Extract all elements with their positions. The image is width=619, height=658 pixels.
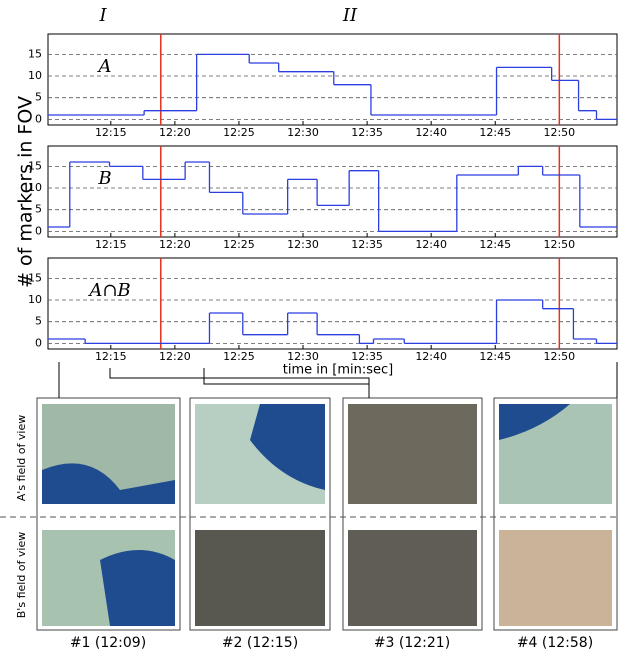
y-tick-label: 15 [28, 47, 42, 60]
x-tick-label: 12:20 [159, 238, 191, 251]
x-tick-label: 12:25 [223, 350, 255, 363]
x-tick-label: 12:15 [95, 238, 127, 251]
row-label: B's field of view [15, 532, 28, 618]
x-tick-label: 12:20 [159, 126, 191, 139]
x-tick-label: 12:35 [351, 126, 383, 139]
caption: #1 (12:09) [70, 635, 146, 651]
y-tick-label: 0 [35, 112, 42, 125]
x-tick-label: 12:40 [415, 350, 447, 363]
photo [195, 530, 325, 626]
x-tick-label: 12:40 [415, 126, 447, 139]
y-tick-label: 0 [35, 224, 42, 237]
photo-grid [0, 362, 619, 630]
x-tick-label: 12:25 [223, 238, 255, 251]
x-tick-label: 12:25 [223, 126, 255, 139]
x-tick-label: 12:35 [351, 238, 383, 251]
caption: #2 (12:15) [222, 635, 298, 651]
y-tick-label: 5 [35, 315, 42, 328]
y-tick-label: 10 [28, 181, 42, 194]
x-tick-label: 12:40 [415, 238, 447, 251]
panel-label: B [97, 168, 111, 189]
period-label: I [98, 5, 107, 26]
x-tick-label: 12:45 [479, 126, 511, 139]
plot-frame [48, 34, 617, 125]
x-tick-label: 12:30 [287, 126, 319, 139]
x-tick-label: 12:35 [351, 350, 383, 363]
y-tick-label: 5 [35, 203, 42, 216]
x-tick-label: 12:50 [543, 238, 575, 251]
photo-detail [100, 550, 175, 626]
y-tick-label: 10 [28, 69, 42, 82]
x-tick-label: 12:30 [287, 350, 319, 363]
y-tick-label: 5 [35, 91, 42, 104]
caption: #4 (12:58) [517, 635, 593, 651]
x-axis-label: time in [min:sec] [283, 363, 393, 378]
x-tick-label: 12:50 [543, 126, 575, 139]
x-tick-label: 12:45 [479, 350, 511, 363]
panel-label: A∩B [87, 280, 130, 301]
x-tick-label: 12:20 [159, 350, 191, 363]
y-tick-label: 15 [28, 159, 42, 172]
x-tick-label: 12:45 [479, 238, 511, 251]
photo [499, 530, 612, 626]
x-tick-label: 12:15 [95, 126, 127, 139]
x-tick-label: 12:30 [287, 238, 319, 251]
period-label: II [342, 5, 358, 26]
y-tick-label: 10 [28, 293, 42, 306]
photo [348, 404, 477, 504]
caption: #3 (12:21) [374, 635, 450, 651]
x-tick-label: 12:50 [543, 350, 575, 363]
panel-label: A [97, 56, 112, 77]
row-label: A's field of view [15, 415, 28, 501]
plot-frame [48, 146, 617, 237]
y-tick-label: 15 [28, 271, 42, 284]
figure: III# of markers in FOV05101512:1512:2012… [0, 0, 619, 654]
x-tick-label: 12:15 [95, 350, 127, 363]
photo [348, 530, 477, 626]
y-tick-label: 0 [35, 336, 42, 349]
